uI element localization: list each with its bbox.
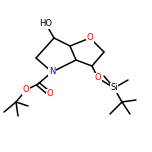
Text: O: O [95,74,101,83]
Text: O: O [87,33,93,43]
Text: N: N [49,67,55,76]
Text: O: O [47,90,53,98]
Text: HO: HO [40,19,52,29]
Text: Si: Si [110,83,118,93]
Text: O: O [23,85,29,95]
